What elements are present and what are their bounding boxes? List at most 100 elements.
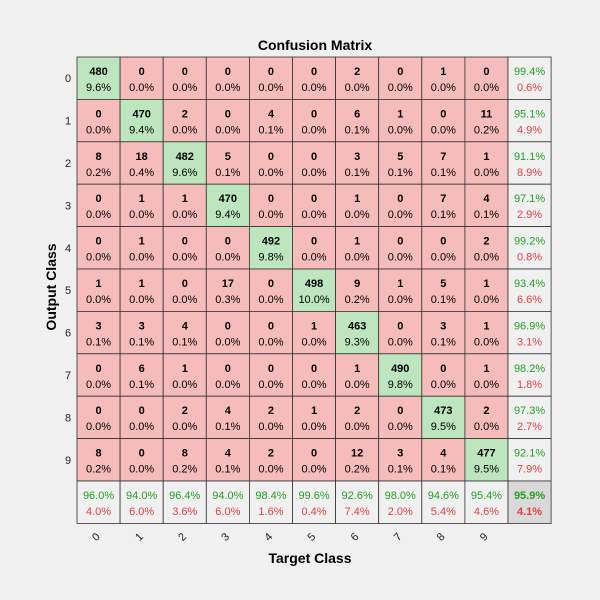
cell-count: 4 (268, 108, 275, 120)
matrix-cell-8-6: 2 0.0% (335, 395, 380, 440)
matrix-cell-5-5: 498 10.0% (292, 268, 336, 312)
cell-percent: 0.0% (172, 379, 197, 391)
cell-count: 2 (268, 448, 274, 460)
row-error: 3.1% (517, 336, 542, 348)
matrix-cell-7-4: 0 0.0% (248, 353, 293, 397)
cell-rect (464, 353, 509, 397)
cell-percent: 0.0% (172, 421, 197, 433)
col-error: 4.0% (86, 506, 111, 518)
cell-rect (76, 268, 121, 312)
cell-percent: 0.0% (474, 336, 499, 348)
cell-count: 0 (268, 151, 274, 163)
cell-percent: 9.4% (129, 124, 154, 136)
matrix-cell-3-5: 0 0.0% (292, 183, 336, 227)
cell-count: 0 (311, 108, 317, 120)
cell-rect (464, 226, 509, 270)
matrix-cell-5-1: 1 0.0% (119, 268, 164, 312)
cell-rect (162, 141, 207, 185)
cell-count: 1 (311, 320, 317, 332)
matrix-cell-1-5: 0 0.0% (292, 99, 336, 143)
cell-percent: 9.8% (258, 252, 283, 264)
row-accuracy: 92.1% (514, 448, 545, 460)
cell-count: 0 (139, 405, 145, 417)
cell-count: 470 (132, 108, 150, 120)
matrix-cell-9-2: 8 0.2% (162, 438, 207, 482)
matrix-cell-8-1: 0 0.0% (119, 395, 164, 440)
matrix-cell-2-7: 5 0.1% (378, 141, 423, 185)
col-accuracy: 95.4% (471, 490, 502, 502)
row-accuracy: 95.1% (514, 108, 545, 120)
matrix-cell-6-1: 3 0.1% (119, 310, 164, 355)
cell-percent: 0.0% (86, 124, 111, 136)
cell-count: 0 (225, 320, 231, 332)
cell-percent: 0.0% (86, 421, 111, 433)
cell-rect (162, 99, 207, 143)
cell-count: 1 (397, 278, 403, 290)
cell-percent: 0.0% (302, 252, 327, 264)
cell-count: 18 (136, 151, 148, 163)
cell-percent: 0.0% (258, 167, 283, 179)
cell-percent: 0.1% (431, 294, 456, 306)
cell-percent: 0.0% (474, 379, 499, 391)
cell-count: 0 (268, 278, 274, 290)
cell-rect (378, 480, 423, 524)
cell-count: 17 (222, 278, 234, 290)
cell-count: 0 (268, 363, 274, 375)
cell-rect (162, 395, 207, 440)
matrix-cell-2-2: 482 9.6% (162, 141, 207, 185)
matrix-cell-9-3: 4 0.1% (205, 438, 250, 482)
x-tick-label: 2 (176, 531, 189, 544)
overall-error: 4.1% (517, 506, 542, 518)
matrix-cell-5-8: 5 0.1% (421, 268, 466, 312)
cell-count: 0 (397, 405, 403, 417)
cell-count: 0 (440, 108, 446, 120)
cell-count: 0 (139, 448, 145, 460)
matrix-cell-9-9: 477 9.5% (464, 438, 509, 482)
cell-count: 0 (311, 193, 317, 205)
row-error: 2.7% (517, 421, 542, 433)
overall-accuracy: 95.9% (514, 490, 545, 502)
matrix-cell-3-4: 0 0.0% (248, 183, 293, 227)
cell-percent: 0.0% (474, 167, 499, 179)
matrix-cell-10-6: 92.6% 7.4% (335, 480, 380, 524)
matrix-cell-10-5: 99.6% 0.4% (292, 480, 336, 524)
row-accuracy: 97.1% (514, 193, 545, 205)
cell-count: 0 (397, 66, 403, 78)
cell-percent: 0.0% (302, 464, 327, 476)
matrix-cell-3-7: 0 0.0% (378, 183, 423, 227)
cell-count: 0 (311, 236, 317, 248)
cell-count: 0 (225, 236, 231, 248)
cell-rect (378, 395, 423, 440)
cell-percent: 0.2% (345, 294, 370, 306)
cell-percent: 0.0% (129, 464, 154, 476)
cell-count: 0 (95, 236, 101, 248)
cell-percent: 0.0% (345, 209, 370, 221)
matrix-cell-6-0: 3 0.1% (76, 310, 121, 355)
matrix-cell-5-9: 1 0.0% (464, 268, 509, 312)
cell-rect (335, 141, 380, 185)
cell-rect (335, 99, 380, 143)
cell-rect (292, 56, 336, 100)
x-tick-label: 4 (262, 531, 275, 544)
matrix-cell-7-8: 0 0.0% (421, 353, 466, 397)
cell-rect (507, 268, 552, 312)
col-error: 7.4% (345, 506, 370, 518)
matrix-cell-0-1: 0 0.0% (119, 56, 164, 100)
cell-percent: 0.0% (258, 336, 283, 348)
matrix-cell-9-8: 4 0.1% (421, 438, 466, 482)
matrix-cell-1-9: 11 0.2% (464, 99, 509, 143)
matrix-cell-2-0: 8 0.2% (76, 141, 121, 185)
cell-rect (248, 480, 293, 524)
row-accuracy: 97.3% (514, 405, 545, 417)
cell-rect (162, 480, 207, 524)
matrix-cell-4-10: 99.2% 0.8% (507, 226, 552, 270)
x-tick-label: 5 (306, 531, 319, 544)
cell-count: 1 (354, 236, 360, 248)
matrix-cell-2-4: 0 0.0% (248, 141, 293, 185)
cell-percent: 0.1% (258, 124, 283, 136)
cell-percent: 0.3% (215, 294, 240, 306)
cell-rect (335, 395, 380, 440)
cell-count: 6 (139, 363, 145, 375)
y-tick-label: 9 (65, 455, 71, 467)
matrix-cell-2-5: 0 0.0% (292, 141, 336, 185)
